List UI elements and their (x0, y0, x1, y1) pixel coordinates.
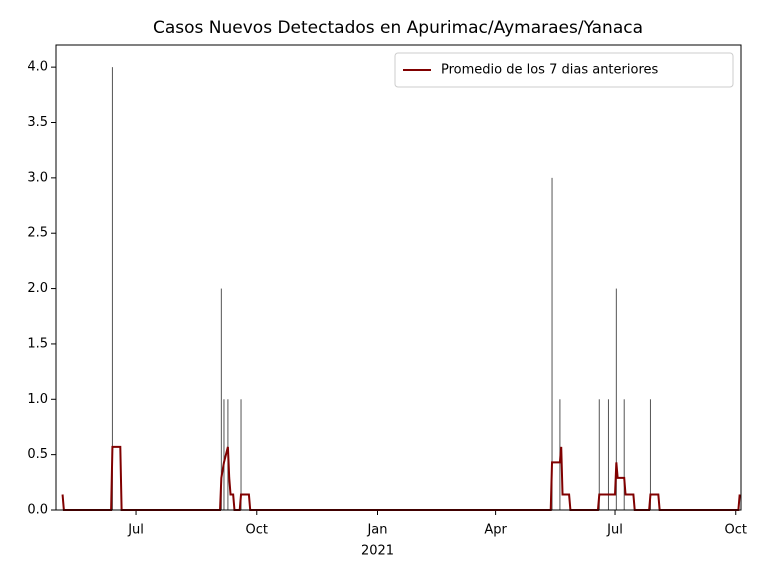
legend-label: Promedio de los 7 dias anteriores (441, 63, 658, 78)
legend-box (394, 52, 734, 88)
y-tick-label: 0.0 (27, 503, 48, 518)
x-tick-label: Jul (127, 523, 144, 538)
bar (551, 177, 553, 510)
plot-frame (55, 44, 742, 511)
line (61, 445, 741, 511)
y-tick-label: 1.5 (27, 336, 48, 351)
y-tick-label: 3.0 (27, 170, 48, 185)
y-tick-label: 1.0 (27, 392, 48, 407)
x-tick-label: Oct (725, 523, 747, 538)
y-tick-label: 0.5 (27, 447, 48, 462)
bar (220, 288, 222, 510)
x-tick-label: Jul (606, 523, 623, 538)
bar (111, 67, 113, 511)
bar (240, 399, 242, 510)
y-tick-label: 2.5 (27, 226, 48, 241)
bar (623, 399, 625, 510)
bar (598, 399, 600, 510)
x-tick-label: Apr (484, 523, 507, 538)
x-year-label: 2021 (361, 544, 394, 559)
bar (649, 399, 651, 510)
bar (615, 288, 617, 510)
x-tick-label: Jan (366, 523, 387, 538)
bar (607, 399, 609, 510)
x-tick-label: Oct (246, 523, 268, 538)
y-tick-label: 2.0 (27, 281, 48, 296)
chart-title: Casos Nuevos Detectados en Apurimac/Ayma… (153, 18, 643, 38)
y-tick-label: 4.0 (27, 60, 48, 75)
bar (223, 399, 225, 510)
y-tick-label: 3.5 (27, 115, 48, 130)
